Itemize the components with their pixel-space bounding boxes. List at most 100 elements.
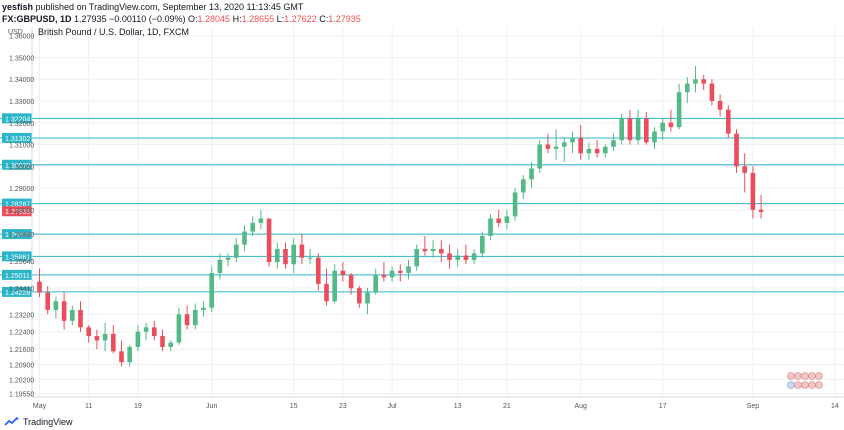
candle-body [53,301,59,310]
candle-body [537,144,542,169]
event-icon[interactable] [808,381,816,389]
event-icon[interactable] [801,372,809,380]
open-value: 1.28045 [197,14,231,24]
candle-body [324,283,329,302]
candle-body [570,138,575,143]
candle [332,264,337,304]
candle [119,340,124,367]
currency-label: USD [8,29,23,36]
author-name[interactable]: yesfish [2,2,34,12]
candle [562,138,567,162]
candle-body [439,249,444,254]
candle [422,235,428,256]
candle-body [111,333,116,352]
event-icon[interactable] [794,381,802,389]
candle-body [627,118,633,141]
candle [553,129,559,160]
candle-body [316,257,321,284]
candle [496,209,501,228]
horizontal-levels: 1.32204 1.31302 1.30070 1.28287 1.26885 1.258… [0,113,844,297]
candle [316,253,321,291]
price-axis[interactable]: 1.36000 1.35000 1.34000 1.33000 1.32000 1.310… [9,34,34,399]
event-icon[interactable] [808,372,816,380]
event-icon[interactable] [787,381,795,389]
candle-body [160,336,165,347]
brand-footer[interactable]: TradingView [4,417,73,427]
candle-body [135,331,141,347]
candle-body [717,101,723,110]
price-tick-label: 1.19550 [9,392,34,399]
chart-area[interactable]: 1.32204 1.31302 1.30070 1.28287 1.26885 1.258… [0,27,844,412]
candlestick-chart[interactable]: 1.32204 1.31302 1.30070 1.28287 1.26885 1.258… [0,27,844,412]
candle [709,79,715,106]
time-tick-label: 19 [134,403,142,410]
candle-body [70,309,75,321]
price-tick-label: 1.26880 [9,232,34,239]
candle-body [529,168,534,180]
time-tick-label: Aug [574,403,587,410]
candle [209,266,214,313]
candle-body [504,216,510,223]
candle [365,288,370,315]
candle-body [119,351,124,363]
event-icon[interactable] [815,381,823,389]
candle [201,301,206,317]
price-tick-label: 1.21600 [9,347,34,354]
candle [750,166,756,219]
time-tick-label: 23 [339,403,347,410]
candle [324,268,329,306]
level-price-badge [2,229,32,240]
candle [275,242,280,269]
candle-body [275,249,280,263]
candle-body [430,249,436,252]
price-tick-label: 1.33000 [9,99,34,106]
time-axis[interactable]: May 11 19 Jun 15 23 Jul 13 21 Aug 17 Sep 14 [33,403,839,410]
event-icons[interactable] [787,372,823,389]
level-price-badge [2,113,32,124]
level-price-label: 1.25011 [5,273,30,280]
event-icon[interactable] [787,372,795,380]
candle-body [225,257,231,260]
brand-name: TradingView [23,417,73,427]
candle-body [332,270,337,302]
candle-body [299,244,305,258]
candle [463,244,469,265]
candle-body [193,309,198,326]
event-icon[interactable] [801,381,809,389]
candle-body [373,275,378,293]
high-value: 1.28655 [241,14,275,24]
candle [701,74,706,91]
candle [676,83,682,130]
candle [570,131,575,154]
level-price-badge [2,286,32,297]
candle [504,209,510,230]
price-tick-label: 1.20900 [9,362,34,369]
level-price-label: 1.32204 [5,116,30,123]
candle [266,218,272,267]
candle [447,244,452,269]
candle-body [348,275,354,289]
price-tick-label: 1.34000 [9,77,34,84]
candle-body [340,270,346,276]
event-icon[interactable] [815,372,823,380]
level-price-badge [2,198,32,209]
candle [102,323,108,352]
price-tick-label: 1.20200 [9,378,34,385]
candle [512,188,518,221]
candle-body [594,148,600,154]
candle-body [389,270,395,278]
candle-body [480,235,485,254]
candle-body [701,79,706,84]
candle [717,94,723,117]
candle-body [102,333,108,341]
ohlc-legend: FX:GBPUSD, 1D 1.27935 −0.00110 (−0.09%) … [2,13,844,25]
candle-body [61,301,67,321]
time-tick-label: 15 [290,403,298,410]
candle [348,272,354,295]
level-price-badge [2,251,32,262]
candle [545,133,551,154]
event-icon[interactable] [794,372,802,380]
candle [70,305,75,326]
candle [660,118,665,141]
candle-body [676,92,682,128]
